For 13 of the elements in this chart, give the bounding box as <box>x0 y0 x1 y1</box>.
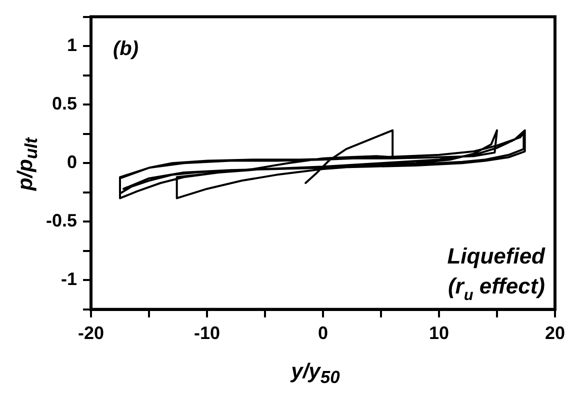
y-tick-label: -0.5 <box>46 210 78 231</box>
x-axis-title: y/y$_{50}$ <box>289 360 341 388</box>
y-tick-label: -1 <box>61 269 78 290</box>
x-tick-label: -10 <box>194 323 220 344</box>
y-tick-label: 0.5 <box>52 94 78 114</box>
annotation: Liquefied <box>447 243 546 268</box>
x-tick-label: 0 <box>318 323 328 344</box>
y-tick-label: 0 <box>67 152 78 172</box>
x-tick-label: -20 <box>78 323 104 344</box>
x-tick-label: 10 <box>428 323 450 344</box>
x-tick-label: 20 <box>544 323 566 344</box>
annotation: (b) <box>113 38 139 60</box>
y-tick-label: 1 <box>67 35 78 56</box>
